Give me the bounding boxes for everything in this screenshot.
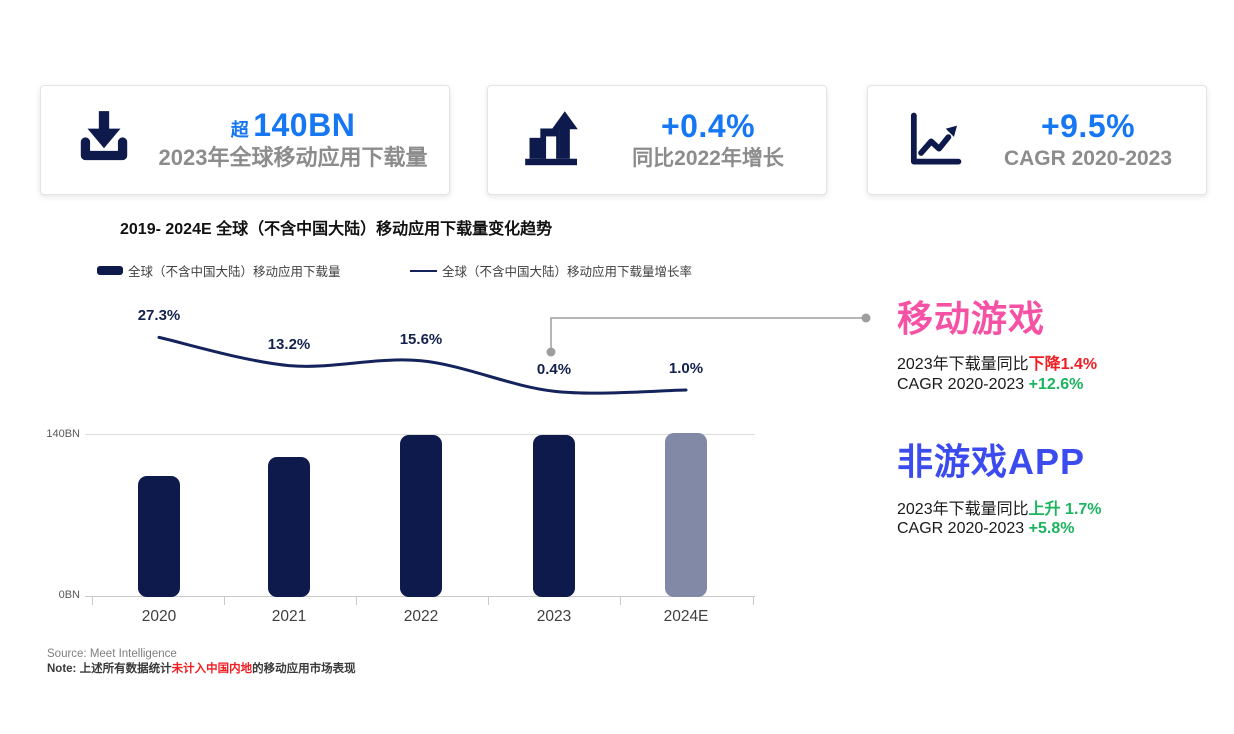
card-value-number: 140BN [253,107,356,144]
x-axis-tick [753,597,754,605]
legend-item-downloads: 全球（不含中国大陆）移动应用下载量 [97,261,341,280]
legend-item-growth-rate: 全球（不含中国大陆）移动应用下载量增长率 [410,261,692,280]
legend-label: 全球（不含中国大陆）移动应用下载量增长率 [442,265,693,279]
cagr-value: +12.6% [1028,376,1084,393]
card-label: 2023年全球移动应用下载量 [158,145,428,171]
mobile-games-title: 移动游戏 [897,298,1046,339]
source-note: Source: Meet Intelligence [47,648,177,660]
non-game-apps-yoy: 2023年下载量同比上升 1.7% [897,495,1102,519]
bar-2022 [400,435,442,597]
chart-title: 2019- 2024E 全球（不含中国大陆）移动应用下载量变化趋势 [120,221,553,238]
bar-2020 [138,475,180,597]
yoy-value: 上升 1.7% [1028,501,1102,518]
card-value-prefix: 超 [230,120,250,141]
bar-chart-up-icon [518,104,590,176]
yoy-prefix: 2023年下载量同比 [897,501,1029,518]
yoy-prefix: 2023年下载量同比 [897,356,1029,373]
bar-2024E [665,432,707,597]
callout-dot-chart [546,347,556,357]
bar-2021 [268,456,310,597]
growth-label-2021: 13.2% [267,335,311,353]
x-axis-tick [224,597,225,605]
footnote: Note: 上述所有数据统计未计入中国内地的移动应用市场表现 [47,660,356,676]
stat-card-cagr: +9.5% CAGR 2020-2023 [867,85,1207,195]
growth-label-2022: 15.6% [399,330,443,348]
card-value: 超 140BN [147,108,439,143]
x-axis-tick [356,597,357,605]
bar-2023 [533,435,575,597]
card-label: 同比2022年增长 [632,147,784,170]
x-axis-tick [92,597,93,605]
stat-card-total-downloads: 超 140BN 2023年全球移动应用下载量 [40,85,450,195]
non-game-apps-title: 非游戏APP [897,441,1086,482]
growth-label-2023: 0.4% [536,361,572,379]
growth-label-2020: 27.3% [137,307,181,325]
gridline-140bn [85,434,755,435]
non-game-apps-cagr: CAGR 2020-2023 +5.8% [897,520,1074,538]
mobile-games-cagr: CAGR 2020-2023 +12.6% [897,376,1083,394]
stat-card-yoy-growth: +0.4% 同比2022年增长 [487,85,827,195]
cagr-prefix: CAGR 2020-2023 [897,376,1029,393]
x-axis-label-2022: 2022 [403,608,439,625]
x-axis-label-2020: 2020 [141,608,177,625]
callout-dot-label [861,313,871,323]
footnote-suffix: 的移动应用市场表现 [252,663,356,675]
footnote-highlight: 未计入中国内地 [171,663,253,675]
footnote-prefix: Note: 上述所有数据统计 [47,663,172,675]
y-axis-label-bottom: 0BN [58,589,80,601]
download-icon [71,107,137,173]
x-axis-label-2021: 2021 [271,608,307,625]
card-value: +9.5% [1040,107,1136,144]
x-axis-tick [620,597,621,605]
cagr-prefix: CAGR 2020-2023 [897,520,1029,537]
line-series-swatch [410,269,437,272]
growth-label-2024E: 1.0% [668,360,704,377]
line-chart-up-icon [898,104,970,176]
card-value: +0.4% [660,107,756,144]
mobile-games-yoy: 2023年下载量同比下降1.4% [897,350,1097,374]
cagr-value: +5.8% [1028,520,1075,537]
x-axis-label-2024E: 2024E [663,608,709,625]
x-axis-tick [488,597,489,605]
legend-label: 全球（不含中国大陆）移动应用下载量 [128,265,341,279]
bar-series-swatch [97,266,123,275]
y-axis-label-top: 140BN [46,428,80,440]
card-label: CAGR 2020-2023 [1003,147,1173,170]
x-axis-label-2023: 2023 [536,608,572,625]
yoy-value: 下降1.4% [1028,356,1098,373]
